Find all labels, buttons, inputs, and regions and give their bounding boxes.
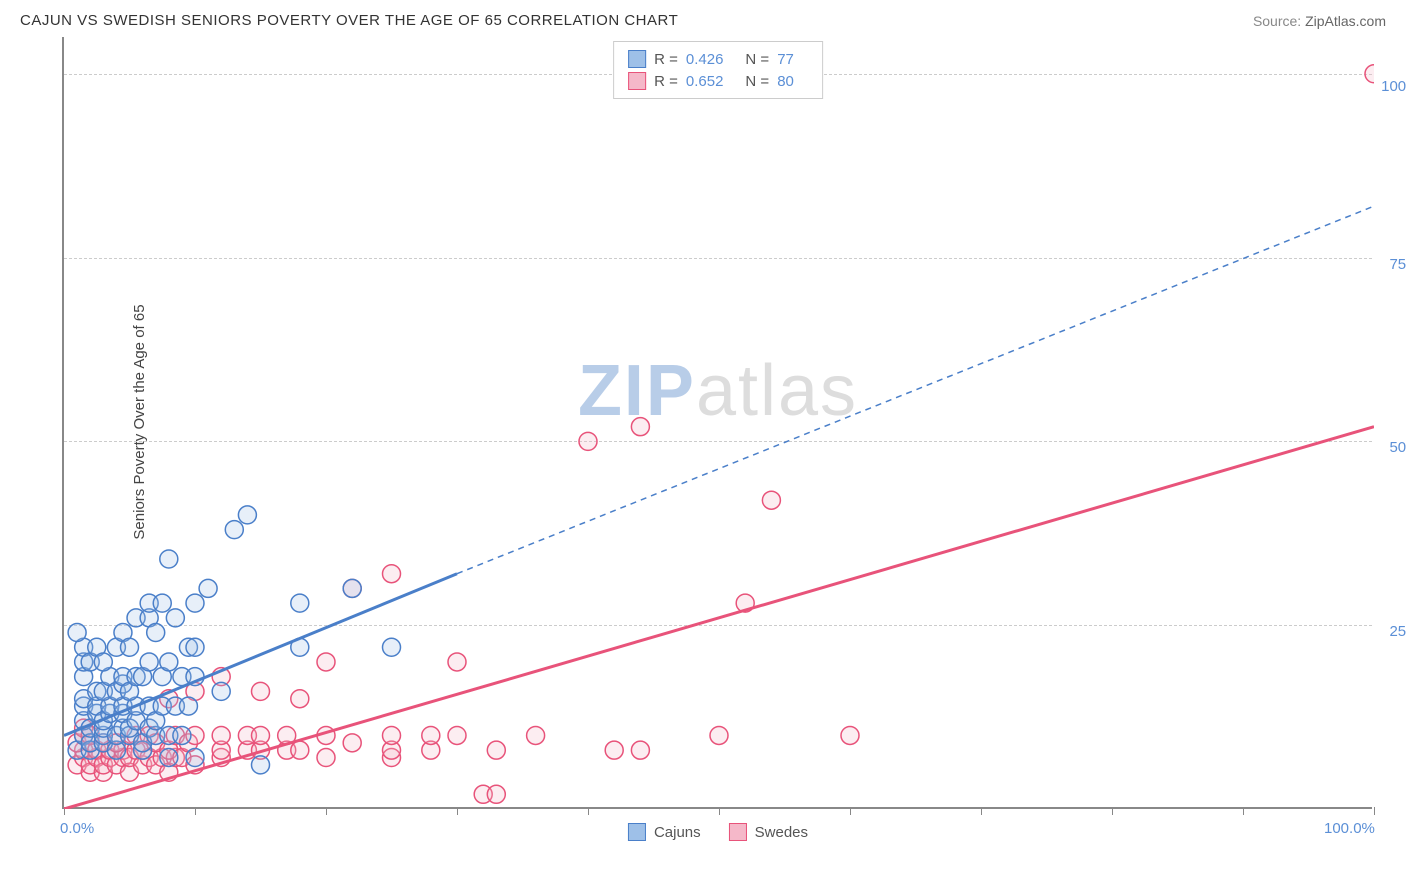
scatter-point xyxy=(252,682,270,700)
scatter-point xyxy=(448,726,466,744)
xtick-label: 100.0% xyxy=(1324,820,1375,837)
legend-r-label: R = xyxy=(654,73,678,90)
scatter-point xyxy=(186,638,204,656)
scatter-point xyxy=(317,653,335,671)
scatter-point xyxy=(166,609,184,627)
scatter-point xyxy=(179,697,197,715)
chart-container: Seniors Poverty Over the Age of 65 ZIPat… xyxy=(62,37,1386,845)
plot-area: Seniors Poverty Over the Age of 65 ZIPat… xyxy=(62,37,1372,809)
scatter-point xyxy=(160,653,178,671)
scatter-point xyxy=(238,506,256,524)
scatter-point xyxy=(631,418,649,436)
regression-line xyxy=(64,427,1374,809)
scatter-point xyxy=(121,638,139,656)
legend-swatch-cajuns xyxy=(628,50,646,68)
legend-bottom-swatch-cajuns xyxy=(628,823,646,841)
legend-correlation: R = 0.426 N = 77 R = 0.652 N = 80 xyxy=(613,41,823,99)
scatter-point xyxy=(487,741,505,759)
scatter-point xyxy=(291,741,309,759)
ytick-label: 25.0% xyxy=(1389,623,1406,640)
scatter-point xyxy=(160,749,178,767)
scatter-point xyxy=(173,726,191,744)
legend-n-label: N = xyxy=(745,51,769,68)
scatter-point xyxy=(212,726,230,744)
scatter-point xyxy=(841,726,859,744)
scatter-point xyxy=(1365,65,1374,83)
legend-label-cajuns: Cajuns xyxy=(654,824,701,841)
chart-title: CAJUN VS SWEDISH SENIORS POVERTY OVER TH… xyxy=(20,12,678,29)
source-label: Source: xyxy=(1253,13,1301,29)
scatter-point xyxy=(147,624,165,642)
scatter-point xyxy=(383,638,401,656)
scatter-point xyxy=(631,741,649,759)
chart-source: Source: ZipAtlas.com xyxy=(1253,13,1386,29)
scatter-point xyxy=(186,749,204,767)
scatter-point xyxy=(383,565,401,583)
legend-n-cajuns: 77 xyxy=(777,51,794,68)
ytick-label: 50.0% xyxy=(1389,439,1406,456)
legend-swatch-swedes xyxy=(628,72,646,90)
scatter-point xyxy=(422,726,440,744)
legend-label-swedes: Swedes xyxy=(755,824,808,841)
scatter-point xyxy=(343,579,361,597)
source-value: ZipAtlas.com xyxy=(1305,13,1386,29)
scatter-point xyxy=(291,594,309,612)
legend-series: Cajuns Swedes xyxy=(628,823,808,841)
ytick-label: 100.0% xyxy=(1381,78,1406,95)
scatter-point xyxy=(212,682,230,700)
chart-header: CAJUN VS SWEDISH SENIORS POVERTY OVER TH… xyxy=(0,0,1406,37)
scatter-point xyxy=(225,521,243,539)
scatter-point xyxy=(710,726,728,744)
xtick xyxy=(1374,807,1375,815)
scatter-point xyxy=(160,550,178,568)
scatter-point xyxy=(199,579,217,597)
legend-row-swedes: R = 0.652 N = 80 xyxy=(628,70,808,92)
xtick-label: 0.0% xyxy=(60,820,94,837)
scatter-point xyxy=(383,726,401,744)
scatter-point xyxy=(291,690,309,708)
legend-item-cajuns: Cajuns xyxy=(628,823,701,841)
scatter-point xyxy=(487,785,505,803)
scatter-point xyxy=(343,734,361,752)
scatter-point xyxy=(94,653,112,671)
legend-item-swedes: Swedes xyxy=(729,823,808,841)
legend-row-cajuns: R = 0.426 N = 77 xyxy=(628,48,808,70)
scatter-point xyxy=(252,726,270,744)
scatter-point xyxy=(527,726,545,744)
regression-line xyxy=(457,206,1374,574)
scatter-point xyxy=(186,594,204,612)
legend-r-cajuns: 0.426 xyxy=(686,51,724,68)
ytick-label: 75.0% xyxy=(1389,256,1406,273)
legend-n-label: N = xyxy=(745,73,769,90)
legend-n-swedes: 80 xyxy=(777,73,794,90)
legend-bottom-swatch-swedes xyxy=(729,823,747,841)
scatter-point xyxy=(140,653,158,671)
legend-r-label: R = xyxy=(654,51,678,68)
scatter-point xyxy=(448,653,466,671)
scatter-point xyxy=(317,749,335,767)
scatter-point xyxy=(153,594,171,612)
legend-r-swedes: 0.652 xyxy=(686,73,724,90)
scatter-point xyxy=(252,756,270,774)
scatter-point xyxy=(605,741,623,759)
plot-svg xyxy=(64,37,1374,809)
scatter-point xyxy=(68,624,86,642)
scatter-point xyxy=(579,432,597,450)
scatter-point xyxy=(762,491,780,509)
